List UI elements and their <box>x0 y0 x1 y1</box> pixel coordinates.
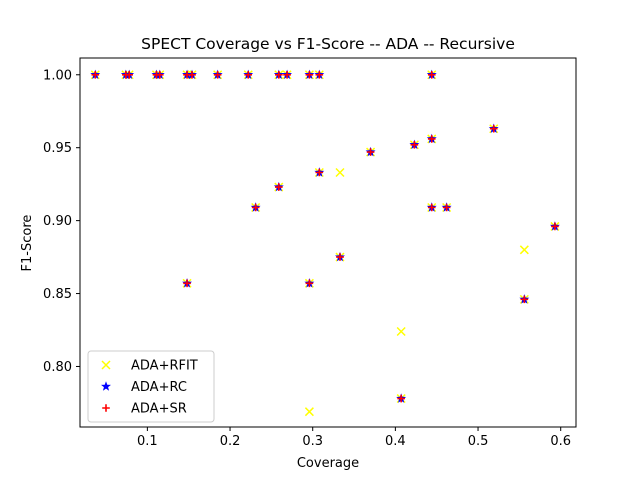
chart-title: SPECT Coverage vs F1-Score -- ADA -- Rec… <box>141 35 515 53</box>
data-point <box>91 70 100 79</box>
x-tick-label: 0.5 <box>468 434 489 449</box>
data-point <box>519 245 529 255</box>
x-tick-label: 0.1 <box>137 434 158 449</box>
y-axis-label: F1-Score <box>20 215 35 272</box>
data-point <box>125 70 133 79</box>
data-point <box>155 70 164 79</box>
data-point <box>366 148 375 156</box>
x-axis-label: Coverage <box>297 456 359 471</box>
data-point <box>275 70 283 79</box>
legend-label: ADA+RC <box>131 380 187 395</box>
legend-marker <box>101 360 111 370</box>
data-point <box>188 70 196 79</box>
x-tick-label: 0.6 <box>550 434 571 449</box>
y-tick-label: 0.90 <box>43 214 72 229</box>
data-point <box>183 279 191 288</box>
data-point <box>551 222 559 231</box>
data-point <box>275 183 283 191</box>
data-point <box>305 70 314 79</box>
legend: ADA+RFIT ADA+RC ADA+SR <box>87 350 215 423</box>
x-tick-label: 0.3 <box>302 434 323 449</box>
data-point <box>315 70 324 79</box>
x-tick-label: 0.2 <box>220 434 241 449</box>
data-point <box>427 135 436 143</box>
data-point <box>410 140 419 149</box>
data-point <box>520 295 529 304</box>
data-point <box>305 279 314 288</box>
y-tick-label: 0.85 <box>43 287 72 302</box>
data-point <box>427 70 436 79</box>
data-point <box>315 168 324 177</box>
x-axis: 0.1 0.2 0.3 0.4 0.5 0.6 <box>137 427 571 449</box>
legend-label: ADA+SR <box>131 402 187 417</box>
data-point <box>427 203 436 212</box>
y-tick-label: 0.95 <box>43 141 72 156</box>
data-point <box>442 203 451 212</box>
data-point <box>489 124 498 133</box>
legend-marker <box>101 381 111 391</box>
data-point <box>213 70 222 79</box>
data-point <box>244 70 253 79</box>
data-point <box>335 167 345 178</box>
y-tick-label: 0.80 <box>43 360 72 375</box>
plot-frame <box>79 57 577 428</box>
data-point <box>304 407 314 417</box>
y-axis: 0.80 0.85 0.90 0.95 1.00 <box>43 68 80 375</box>
data-point <box>336 253 344 261</box>
legend-label: ADA+RFIT <box>131 359 198 374</box>
x-tick-label: 0.4 <box>385 434 406 449</box>
data-points <box>90 69 560 417</box>
legend-box <box>87 350 215 423</box>
data-point <box>251 203 260 212</box>
data-point <box>396 326 406 336</box>
data-point <box>397 394 405 403</box>
y-tick-label: 1.00 <box>43 68 72 83</box>
data-point <box>283 70 291 79</box>
legend-marker <box>102 404 110 412</box>
